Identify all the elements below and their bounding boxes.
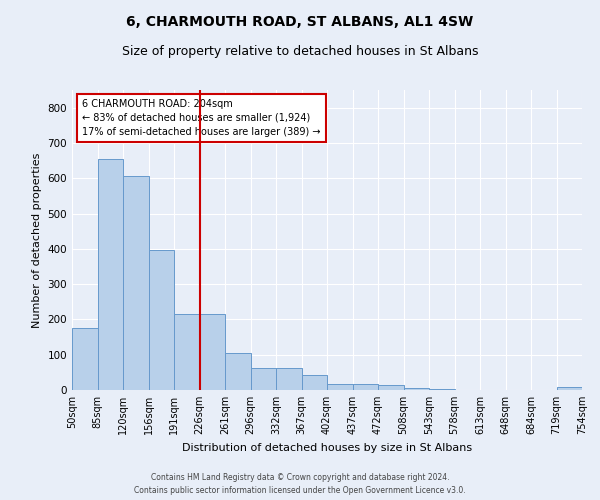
Bar	[97, 159, 123, 390]
Bar	[251, 368, 276, 390]
Text: 6, CHARMOUTH ROAD, ST ALBANS, AL1 4SW: 6, CHARMOUTH ROAD, ST ALBANS, AL1 4SW	[127, 15, 473, 29]
Y-axis label: Number of detached properties: Number of detached properties	[32, 152, 42, 328]
Bar	[149, 250, 174, 390]
Bar	[557, 387, 582, 390]
Bar	[123, 176, 149, 390]
Text: Size of property relative to detached houses in St Albans: Size of property relative to detached ho…	[122, 45, 478, 58]
Text: Contains HM Land Registry data © Crown copyright and database right 2024.
Contai: Contains HM Land Registry data © Crown c…	[134, 474, 466, 495]
Bar	[225, 353, 251, 390]
Bar	[276, 368, 302, 390]
Bar	[353, 384, 378, 390]
X-axis label: Distribution of detached houses by size in St Albans: Distribution of detached houses by size …	[182, 442, 472, 452]
Text: 6 CHARMOUTH ROAD: 204sqm
← 83% of detached houses are smaller (1,924)
17% of sem: 6 CHARMOUTH ROAD: 204sqm ← 83% of detach…	[82, 99, 320, 137]
Bar	[72, 328, 97, 390]
Bar	[404, 388, 429, 390]
Bar	[378, 384, 404, 390]
Bar	[327, 384, 353, 390]
Bar	[302, 375, 327, 390]
Bar	[199, 314, 225, 390]
Bar	[174, 314, 199, 390]
